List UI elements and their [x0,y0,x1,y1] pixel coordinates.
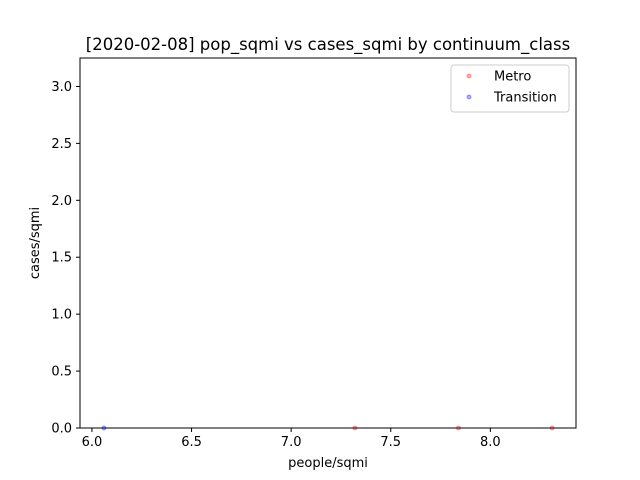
x-tick-label: 6.0 [82,435,103,450]
plot-frame [79,57,577,429]
x-tick-label: 8.0 [480,435,501,450]
x-tick-label: 6.5 [181,435,202,450]
y-tick-label: 0.0 [51,422,72,437]
x-tick-label: 7.0 [281,435,302,450]
y-tick-label: 2.5 [51,137,72,152]
legend-label-metro: Metro [494,70,531,85]
y-axis: 0.0 0.5 1.0 1.5 2.0 2.5 3.0 [51,80,80,437]
x-axis-label: people/sqmi [288,456,368,471]
y-tick-label: 3.0 [51,80,72,95]
x-tick-label: 7.5 [380,435,401,450]
y-tick-label: 0.5 [51,365,72,380]
legend-marker-transition [466,94,472,100]
y-tick-label: 1.0 [51,308,72,323]
chart-title: [2020-02-08] pop_sqmi vs cases_sqmi by c… [86,35,570,55]
y-tick-label: 1.5 [51,251,72,266]
y-tick-label: 2.0 [51,194,72,209]
legend-box [450,64,570,113]
x-axis: 6.0 6.5 7.0 7.5 8.0 [82,428,501,450]
legend: Metro Transition [450,64,570,113]
legend-marker-metro [466,73,472,79]
y-axis-label: cases/sqmi [28,207,43,279]
plot-area [79,57,577,431]
plot-background [80,58,576,428]
legend-label-transition: Transition [493,91,557,106]
